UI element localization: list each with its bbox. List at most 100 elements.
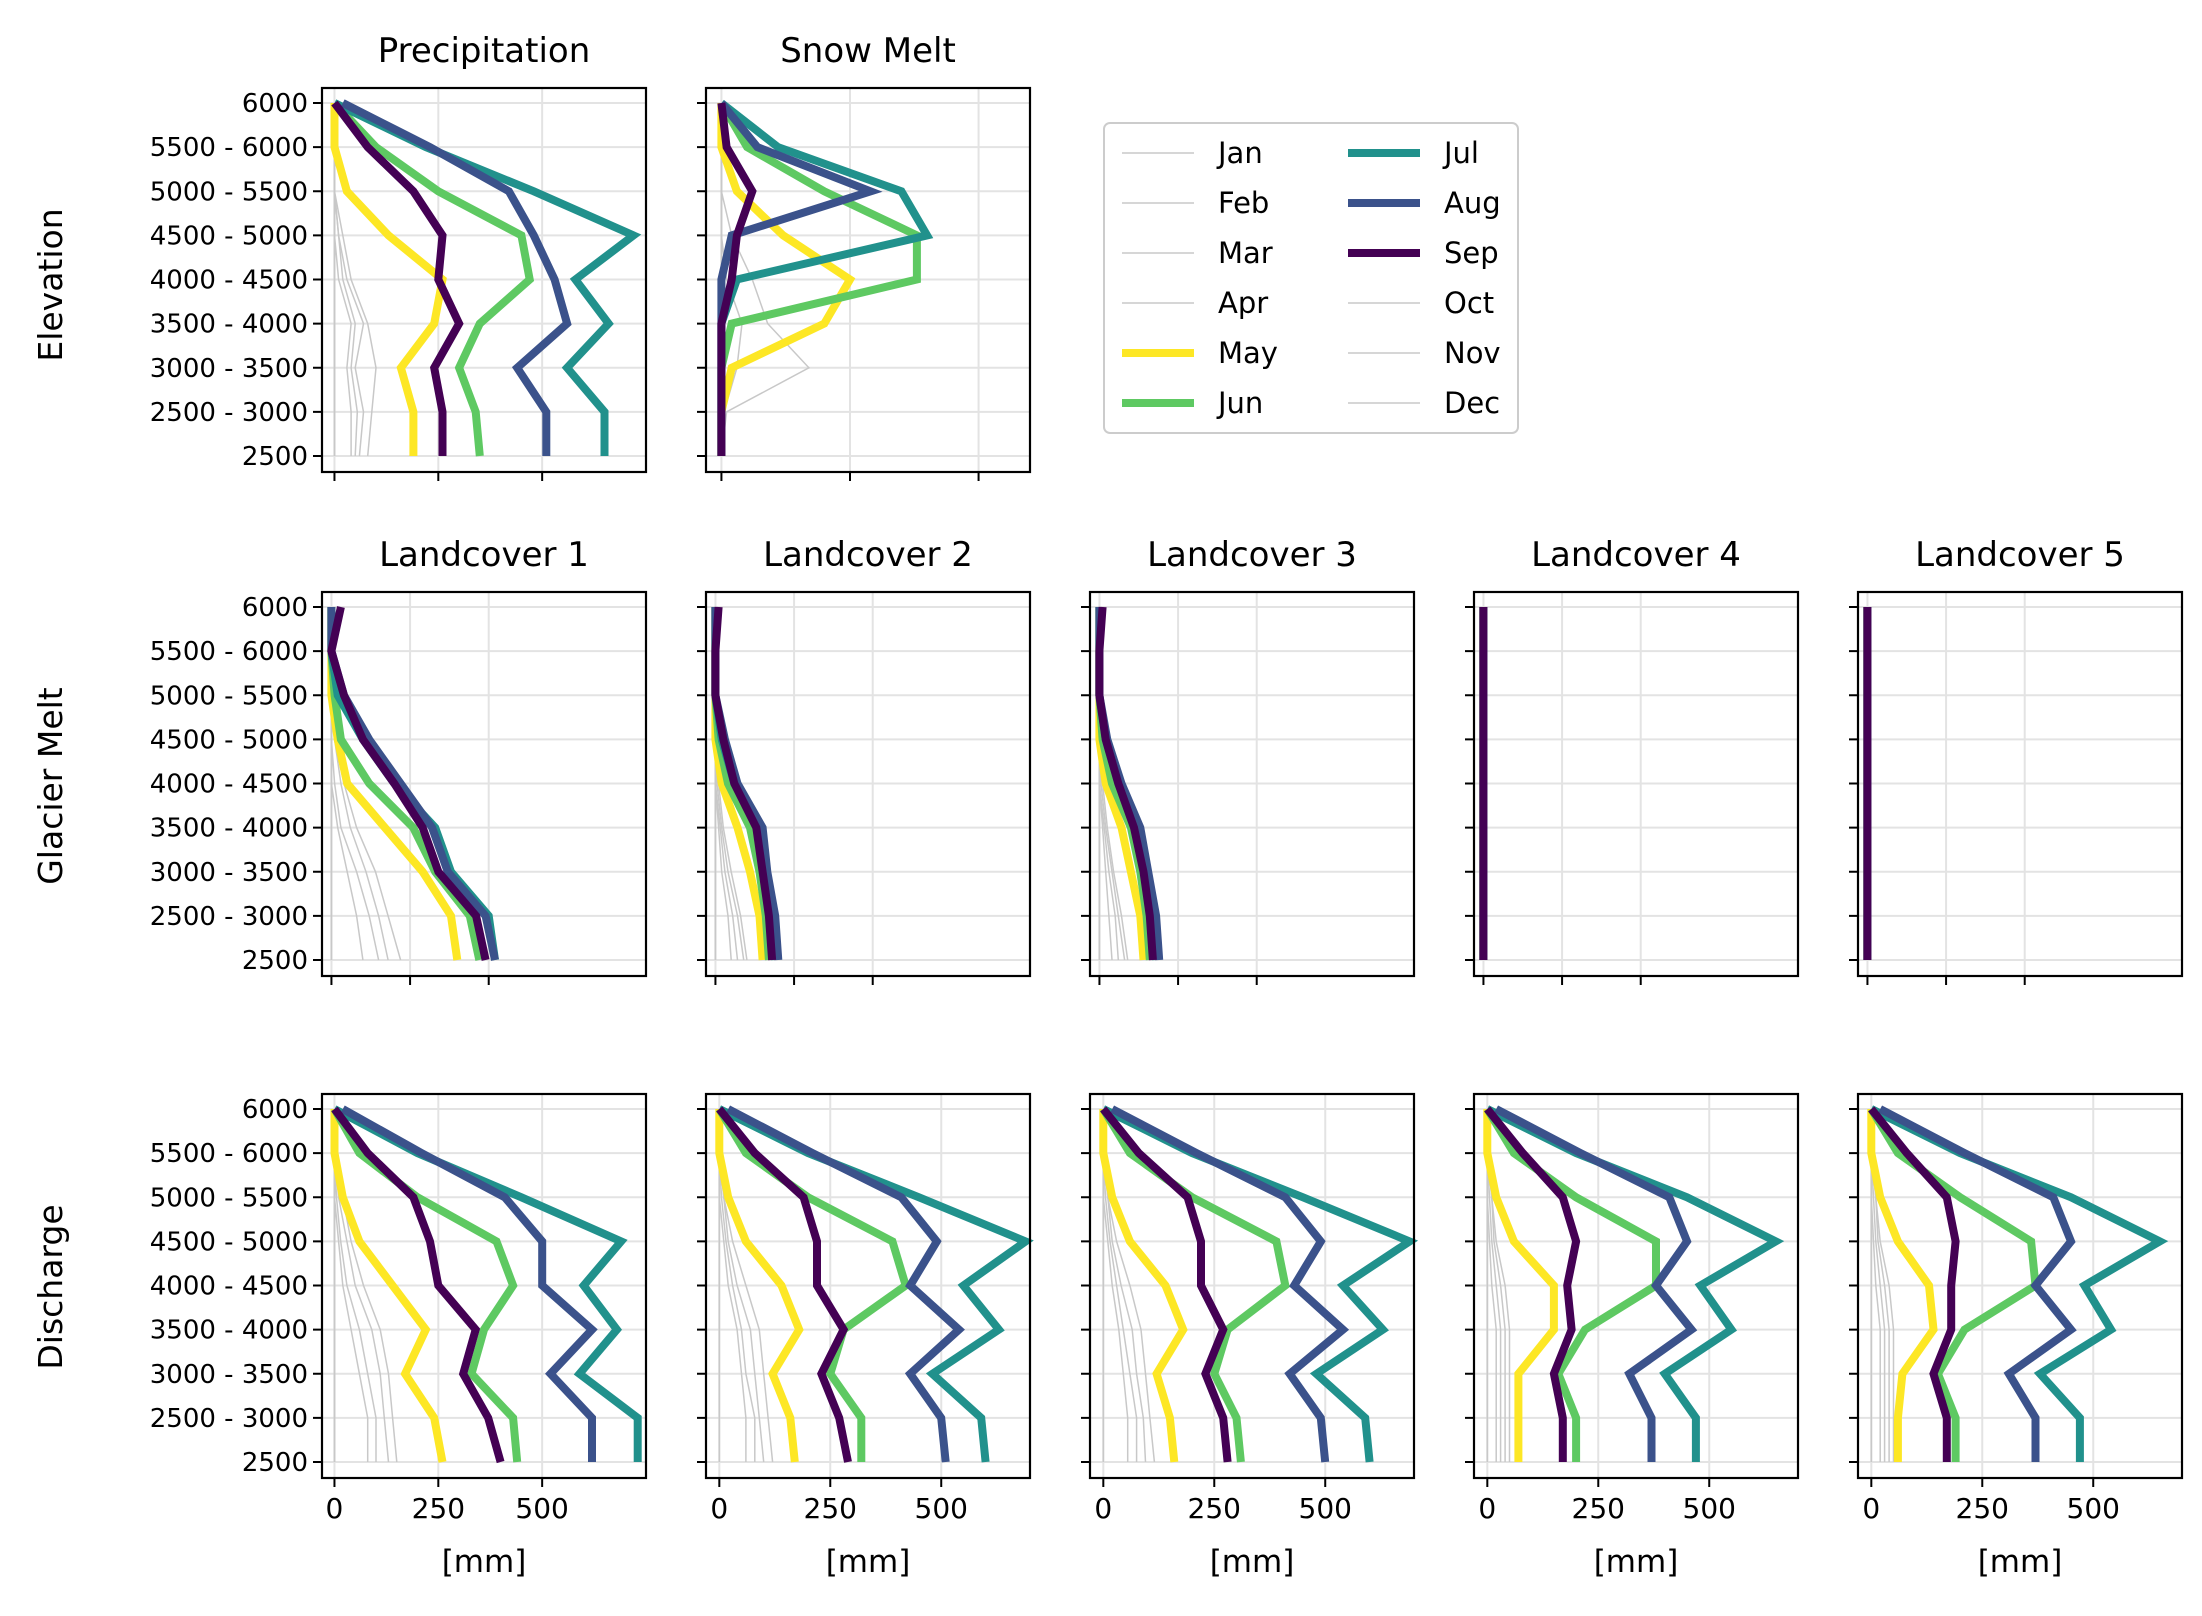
- legend-item-nov: Nov: [1348, 336, 1501, 370]
- series-line-sep: [331, 100, 464, 456]
- y-tick-label: 6000: [242, 89, 308, 119]
- y-tick-label: 5000 - 5500: [150, 1183, 308, 1213]
- x-tick-label: 500: [515, 1492, 568, 1525]
- panel-precipitation: 2500 2500 - 3000 3000 - 3500 3500 - 4000 400…: [150, 31, 648, 481]
- legend-label: May: [1218, 336, 1278, 370]
- series-line-may: [715, 1109, 804, 1463]
- series-line-aug: [1494, 1105, 1698, 1462]
- series-line-sep: [1100, 1106, 1232, 1463]
- legend-label: Mar: [1218, 236, 1273, 270]
- y-tick-label: 2500 - 3000: [150, 1404, 308, 1434]
- legend-label: Sep: [1444, 236, 1499, 270]
- series-line-may: [1867, 1109, 1938, 1462]
- x-tick-label: 250: [1956, 1492, 2009, 1525]
- legend: Jan Feb Mar Apr May Jun Jul Aug Sep Oct Nov Dec: [1103, 122, 1519, 434]
- series-line-sep: [717, 102, 757, 456]
- x-tick-label: 0: [326, 1492, 344, 1525]
- x-tick-label: 250: [804, 1492, 857, 1525]
- panel-title: Precipitation: [378, 31, 591, 71]
- y-tick-label: 2500 - 3000: [150, 398, 308, 428]
- y-tick-label: 3000 - 3500: [150, 1360, 308, 1390]
- panel-snow-melt: Snow Melt: [697, 31, 1032, 481]
- x-tick-label: 0: [1478, 1492, 1496, 1525]
- y-tick-label: 4500 - 5000: [150, 1227, 308, 1257]
- panel-discharge-1: 0 250 500[mm]: [697, 1092, 1034, 1580]
- panel-landcover-3: Landcover 3: [1081, 535, 1416, 985]
- row-label-elevation: Elevation: [31, 208, 70, 361]
- legend-item-feb: Feb: [1122, 186, 1269, 220]
- x-axis-label: [mm]: [826, 1544, 911, 1580]
- series-line-sep: [327, 606, 490, 961]
- x-tick-label: 0: [710, 1492, 728, 1525]
- x-tick-label: 250: [1188, 1492, 1241, 1525]
- panel-title: Landcover 3: [1147, 535, 1357, 575]
- legend-label: Feb: [1218, 186, 1269, 220]
- x-axis-label: [mm]: [1210, 1544, 1295, 1580]
- y-tick-label: 3500 - 4000: [150, 310, 308, 340]
- x-tick-label: 500: [915, 1492, 968, 1525]
- y-tick-label: 4000 - 4500: [150, 1272, 308, 1302]
- y-tick-label: 3000 - 3500: [150, 858, 308, 888]
- series-line-sep: [716, 1106, 852, 1463]
- panel-title: Landcover 5: [1915, 535, 2125, 575]
- legend-label: Apr: [1218, 286, 1268, 320]
- y-tick-label: 5000 - 5500: [150, 681, 308, 711]
- x-tick-label: 500: [1299, 1492, 1352, 1525]
- y-tick-label: 4000 - 4500: [150, 770, 308, 800]
- series-line-may: [330, 1109, 447, 1463]
- series-line-sep: [711, 606, 777, 961]
- series-line-jun: [331, 100, 535, 457]
- legend-item-jan: Jan: [1122, 136, 1263, 170]
- y-tick-label: 2500 - 3000: [150, 902, 308, 932]
- y-tick-label: 4500 - 5000: [150, 725, 308, 755]
- legend-items: Jan Feb Mar Apr May Jun Jul Aug Sep Oct Nov Dec: [1122, 136, 1501, 420]
- y-tick-label: 6000: [242, 1095, 308, 1125]
- legend-item-may: May: [1122, 336, 1278, 370]
- x-tick-label: 250: [412, 1492, 465, 1525]
- y-tick-label: 3500 - 4000: [150, 814, 308, 844]
- y-tick-label: 3500 - 4000: [150, 1316, 308, 1346]
- panel-landcover-4: Landcover 4: [1465, 535, 1800, 985]
- x-axis-label: [mm]: [1978, 1544, 2063, 1580]
- y-tick-label: 2500: [242, 1448, 308, 1478]
- panel-title: Landcover 4: [1531, 535, 1741, 575]
- series-line-aug: [726, 1105, 965, 1463]
- legend-item-dec: Dec: [1348, 386, 1500, 420]
- panel-title: Landcover 1: [379, 535, 589, 575]
- y-tick-label: 4500 - 5000: [150, 221, 308, 251]
- legend-item-apr: Apr: [1122, 286, 1268, 320]
- x-tick-label: 0: [1862, 1492, 1880, 1525]
- series-line-may: [1099, 1109, 1188, 1463]
- panel-landcover-2: Landcover 2: [697, 535, 1032, 985]
- series-line-sep: [1484, 1106, 1581, 1462]
- x-axis-label: [mm]: [442, 1544, 527, 1580]
- x-tick-label: 0: [1094, 1492, 1112, 1525]
- row-label-discharge: Discharge: [31, 1204, 70, 1369]
- x-tick-label: 500: [2067, 1492, 2120, 1525]
- panel-title: Snow Melt: [780, 31, 956, 71]
- y-tick-label: 4000 - 4500: [150, 266, 308, 296]
- series-line-aug: [340, 1105, 598, 1462]
- y-tick-label: 5500 - 6000: [150, 637, 308, 667]
- series-line-sep: [1095, 606, 1157, 961]
- y-tick-label: 2500: [242, 946, 308, 976]
- series-line-aug: [1878, 1105, 2077, 1462]
- legend-item-jun: Jun: [1122, 386, 1263, 420]
- panel-discharge-3: 0 250 500[mm]: [1465, 1092, 1800, 1580]
- legend-item-sep: Sep: [1348, 236, 1499, 270]
- y-tick-label: 2500: [242, 442, 308, 472]
- panel-discharge-2: 0 250 500[mm]: [1081, 1092, 1419, 1580]
- legend-item-mar: Mar: [1122, 236, 1273, 270]
- row-label-glacier-melt: Glacier Melt: [31, 687, 70, 885]
- legend-label: Jun: [1216, 386, 1263, 420]
- x-tick-label: 250: [1572, 1492, 1625, 1525]
- y-tick-label: 5500 - 6000: [150, 1139, 308, 1169]
- legend-item-oct: Oct: [1348, 286, 1494, 320]
- panel-discharge-4: 0 250 500[mm]: [1849, 1092, 2184, 1580]
- legend-label: Dec: [1444, 386, 1500, 420]
- panel-title: Landcover 2: [763, 535, 973, 575]
- y-tick-label: 5500 - 6000: [150, 133, 308, 163]
- x-tick-label: 500: [1683, 1492, 1736, 1525]
- series-line-aug: [1110, 1105, 1350, 1463]
